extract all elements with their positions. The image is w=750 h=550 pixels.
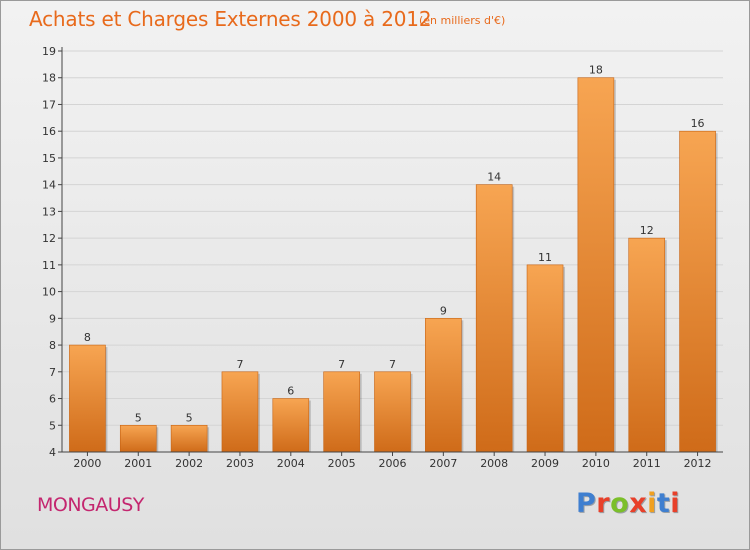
logo-letter: i bbox=[670, 488, 681, 519]
y-tick-label: 11 bbox=[42, 259, 56, 272]
x-tick-label: 2004 bbox=[277, 457, 305, 470]
x-tick-label: 2003 bbox=[226, 457, 254, 470]
logo-letter: t bbox=[656, 488, 671, 519]
bar-value-label: 9 bbox=[440, 304, 447, 317]
y-tick-label: 8 bbox=[49, 339, 56, 352]
bar-2008 bbox=[475, 184, 513, 453]
chart-title: Achats et Charges Externes 2000 à 2012 bbox=[29, 7, 432, 31]
bar-2011 bbox=[628, 237, 666, 453]
bar-2010 bbox=[577, 77, 615, 453]
logo-letter: x bbox=[629, 488, 648, 519]
bar-2012 bbox=[679, 130, 716, 453]
bar-value-label: 7 bbox=[236, 358, 243, 371]
bar-2007 bbox=[425, 318, 462, 453]
bar-value-label: 12 bbox=[640, 224, 654, 237]
y-tick-label: 7 bbox=[49, 366, 56, 379]
logo-letter: i bbox=[647, 488, 657, 519]
logo-letter: r bbox=[596, 488, 611, 519]
y-tick-label: 9 bbox=[49, 312, 56, 325]
x-tick-label: 2002 bbox=[175, 457, 203, 470]
y-tick-label: 16 bbox=[42, 125, 56, 138]
bar-2000 bbox=[69, 344, 106, 453]
bars bbox=[69, 77, 718, 453]
x-tick-label: 2005 bbox=[328, 457, 356, 470]
labels: 4 5 6 7 8 9 10 11 12 13 14 15 16 17 18 19 8 2000 5 2001 5 200… bbox=[42, 45, 712, 470]
axes bbox=[58, 47, 723, 456]
x-tick-label: 2012 bbox=[684, 457, 712, 470]
x-tick-label: 2008 bbox=[480, 457, 508, 470]
bar-2001 bbox=[119, 424, 157, 453]
y-tick-label: 4 bbox=[49, 446, 56, 459]
x-tick-label: 2010 bbox=[582, 457, 610, 470]
bar-value-label: 6 bbox=[287, 385, 294, 398]
chart-subtitle: (en milliers d'€) bbox=[419, 14, 506, 27]
y-tick-label: 14 bbox=[42, 179, 56, 192]
bar-2003 bbox=[221, 371, 259, 453]
bar-2005 bbox=[323, 371, 360, 453]
bar-2004 bbox=[272, 398, 310, 453]
y-tick-label: 6 bbox=[49, 393, 56, 406]
x-tick-label: 2001 bbox=[124, 457, 152, 470]
logo-letter: P bbox=[576, 488, 597, 519]
bar-2006 bbox=[374, 371, 411, 453]
x-tick-label: 2000 bbox=[73, 457, 101, 470]
bar-value-label: 5 bbox=[186, 411, 193, 424]
y-tick-label: 17 bbox=[42, 98, 56, 111]
proxiti-logo[interactable]: Proxiti bbox=[576, 488, 680, 519]
logo-letter: o bbox=[610, 488, 630, 519]
y-tick-label: 13 bbox=[42, 205, 56, 218]
x-tick-label: 2011 bbox=[633, 457, 661, 470]
x-tick-label: 2009 bbox=[531, 457, 559, 470]
bar-value-label: 5 bbox=[135, 411, 142, 424]
bar-2009 bbox=[526, 264, 564, 453]
commune-name: MONGAUSY bbox=[37, 494, 144, 516]
y-tick-label: 15 bbox=[42, 152, 56, 165]
bar-2002 bbox=[170, 424, 208, 453]
bar-value-label: 8 bbox=[84, 331, 91, 344]
bar-value-label: 7 bbox=[338, 358, 345, 371]
bar-value-label: 14 bbox=[487, 171, 501, 184]
bar-value-label: 11 bbox=[538, 251, 552, 264]
x-tick-label: 2006 bbox=[379, 457, 407, 470]
y-tick-label: 18 bbox=[42, 72, 56, 85]
y-tick-label: 5 bbox=[49, 419, 56, 432]
bar-value-label: 7 bbox=[389, 358, 396, 371]
y-tick-label: 19 bbox=[42, 45, 56, 58]
y-tick-label: 12 bbox=[42, 232, 56, 245]
bar-value-label: 18 bbox=[589, 64, 603, 77]
bar-value-label: 16 bbox=[691, 117, 705, 130]
y-tick-label: 10 bbox=[42, 286, 56, 299]
x-tick-label: 2007 bbox=[429, 457, 457, 470]
